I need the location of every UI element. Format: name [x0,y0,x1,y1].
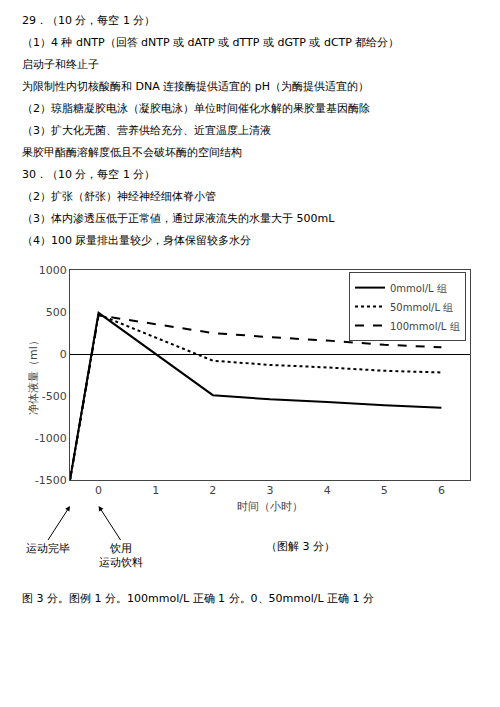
svg-text:-1000: -1000 [35,432,67,445]
svg-text:（2）扩张（舒张）神经神经细体脊小管: （2）扩张（舒张）神经神经细体脊小管 [22,190,216,203]
svg-text:29．（10 分，每空 1 分）: 29．（10 分，每空 1 分） [22,14,155,27]
svg-text:启动子和终止子: 启动子和终止子 [22,58,99,71]
svg-text:0: 0 [95,484,102,497]
svg-text:（图解 3 分）: （图解 3 分） [266,540,335,553]
svg-text:-500: -500 [42,390,67,403]
svg-text:为限制性内切核酸酶和 DNA 连接酶提供适宜的 pH（为酶提: 为限制性内切核酸酶和 DNA 连接酶提供适宜的 pH（为酶提供适宜的） [22,80,369,93]
svg-text:时间（小时）: 时间（小时） [237,500,303,513]
svg-text:饮用运动饮料: 饮用运动饮料 [99,542,143,569]
svg-text:4: 4 [324,484,331,497]
svg-text:1: 1 [152,484,159,497]
svg-text:果胶甲酯酶溶解度低且不会破坏酶的空间结构: 果胶甲酯酶溶解度低且不会破坏酶的空间结构 [22,146,242,159]
svg-text:（3）体内渗透压低于正常値，通过尿液流失的水量大于 500m: （3）体内渗透压低于正常値，通过尿液流失的水量大于 500mL [22,212,335,225]
svg-text:（3）扩大化无菌、营养供给充分、近宜温度上清液: （3）扩大化无菌、营养供给充分、近宜温度上清液 [22,124,271,137]
svg-text:0: 0 [60,348,67,361]
svg-text:1000: 1000 [39,264,67,277]
svg-text:0mmol/L 组: 0mmol/L 组 [390,283,447,294]
svg-text:（4）100 尿量排出量较少，身体保留较多水分: （4）100 尿量排出量较少，身体保留较多水分 [22,234,252,247]
svg-text:500: 500 [46,306,67,319]
svg-text:-1500: -1500 [35,474,67,487]
svg-text:净体液量（ml）: 净体液量（ml） [27,335,40,415]
svg-text:6: 6 [438,484,445,497]
svg-text:3: 3 [267,484,274,497]
svg-text:（2）琼脂糖凝胶电泳（凝胶电泳）单位时间催化水解的果胶量基因: （2）琼脂糖凝胶电泳（凝胶电泳）单位时间催化水解的果胶量基因酶除 [22,102,370,115]
svg-text:50mmol/L 组: 50mmol/L 组 [390,302,453,313]
svg-text:运动完毕: 运动完毕 [26,542,70,555]
svg-text:图 3 分。图例 1 分。100mmol/L 正确 1 分。: 图 3 分。图例 1 分。100mmol/L 正确 1 分。0、50mmol/L… [22,592,374,605]
svg-text:30．（10 分，每空 1 分）: 30．（10 分，每空 1 分） [22,168,155,181]
svg-text:100mmol/L 组: 100mmol/L 组 [390,321,460,332]
svg-text:5: 5 [381,484,388,497]
svg-text:2: 2 [209,484,216,497]
svg-text:（1）4 种 dNTP（回答 dNTP 或 dATP 或 d: （1）4 种 dNTP（回答 dNTP 或 dATP 或 dTTP 或 dGTP… [22,36,399,49]
